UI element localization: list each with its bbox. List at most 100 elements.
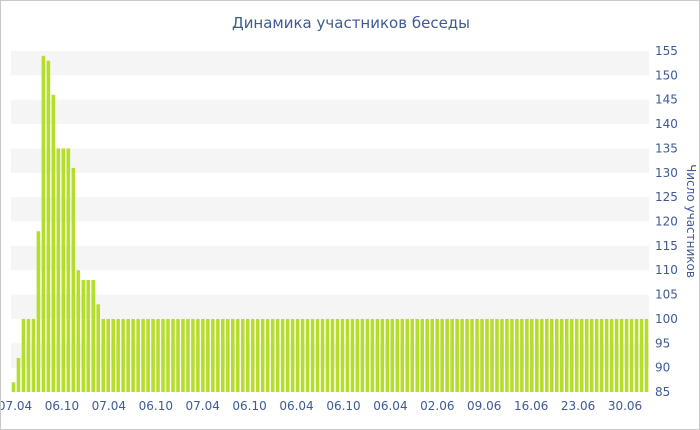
bar <box>201 318 205 392</box>
bar <box>445 318 449 392</box>
bar <box>520 318 524 392</box>
grid-band <box>11 148 649 173</box>
bar <box>16 357 21 392</box>
bar <box>156 318 160 392</box>
bar <box>574 318 579 392</box>
y-tick-label: 105 <box>655 288 678 302</box>
bar <box>181 318 185 392</box>
y-tick-label: 95 <box>655 336 670 350</box>
bar <box>151 318 155 392</box>
y-tick-label: 100 <box>655 312 678 326</box>
bar <box>375 318 380 392</box>
bar <box>475 318 479 392</box>
bar <box>435 318 439 392</box>
bar <box>490 318 494 392</box>
bar <box>624 318 629 392</box>
y-tick-label: 90 <box>655 361 670 375</box>
bar <box>614 318 619 392</box>
chart-title: Динамика участников беседы <box>232 14 470 32</box>
y-tick-label: 85 <box>655 385 670 399</box>
bar <box>340 318 345 392</box>
grid-band <box>11 294 649 319</box>
x-tick-label: 23.06 <box>561 399 595 413</box>
bar <box>136 318 140 392</box>
bar <box>206 318 210 392</box>
bar <box>101 318 106 392</box>
bar <box>146 318 150 392</box>
x-tick-label: 06.10 <box>232 399 266 413</box>
bar <box>96 304 101 392</box>
bar <box>46 60 51 393</box>
bar <box>61 148 66 392</box>
bar <box>644 318 649 392</box>
bar <box>395 318 400 392</box>
y-tick-label: 125 <box>655 190 678 204</box>
bar <box>400 318 405 392</box>
x-tick-label: 06.04 <box>279 399 313 413</box>
y-tick-label: 120 <box>655 215 678 229</box>
bar <box>226 318 230 392</box>
y-tick-label: 140 <box>655 117 678 131</box>
bar <box>325 318 330 392</box>
bar <box>106 318 110 392</box>
bar <box>589 318 594 392</box>
bar <box>86 279 91 392</box>
bar <box>21 318 26 392</box>
bar <box>420 318 425 392</box>
bar <box>76 270 81 392</box>
bar <box>191 318 195 392</box>
grid-band <box>11 197 649 222</box>
bar <box>505 318 509 392</box>
bar <box>545 318 549 392</box>
bar <box>599 318 604 392</box>
bar <box>569 318 574 392</box>
bar <box>26 318 31 392</box>
bar <box>330 318 335 392</box>
bar <box>554 318 559 392</box>
x-tick-label: 07.04 <box>92 399 126 413</box>
bar <box>310 318 315 392</box>
bar <box>335 318 340 392</box>
bar <box>405 318 410 392</box>
bar <box>380 318 385 392</box>
bar <box>280 318 285 392</box>
bar <box>535 318 539 392</box>
bar <box>500 318 504 392</box>
bar <box>285 318 290 392</box>
bar <box>604 318 609 392</box>
bar <box>171 318 175 392</box>
bar <box>295 318 300 392</box>
grid-band <box>11 245 649 271</box>
bar <box>465 318 469 392</box>
bar <box>11 382 16 392</box>
bar <box>450 318 454 392</box>
bar <box>161 318 165 392</box>
bar <box>579 318 584 392</box>
bar <box>81 279 86 392</box>
y-tick-label: 150 <box>655 68 678 82</box>
bar <box>290 318 295 392</box>
bar <box>66 148 71 392</box>
bar <box>440 318 444 392</box>
bar <box>126 318 130 392</box>
bar <box>111 318 115 392</box>
y-tick-label: 130 <box>655 166 678 180</box>
bar <box>211 318 215 392</box>
bar <box>91 279 96 392</box>
bar <box>116 318 120 392</box>
bar <box>410 318 415 392</box>
x-axis-ticks: 07.04 06.10 07.04 06.10 07.04 06.10 06.04 06.10… <box>1 399 642 413</box>
bar <box>355 318 360 392</box>
bar <box>305 318 310 392</box>
bar <box>619 318 624 392</box>
bar <box>265 318 270 392</box>
bar <box>639 318 644 392</box>
bar-series <box>11 55 649 393</box>
x-tick-label: 06.10 <box>326 399 360 413</box>
bar <box>455 318 459 392</box>
bar <box>385 318 390 392</box>
bar <box>240 318 245 392</box>
bar <box>460 318 464 392</box>
